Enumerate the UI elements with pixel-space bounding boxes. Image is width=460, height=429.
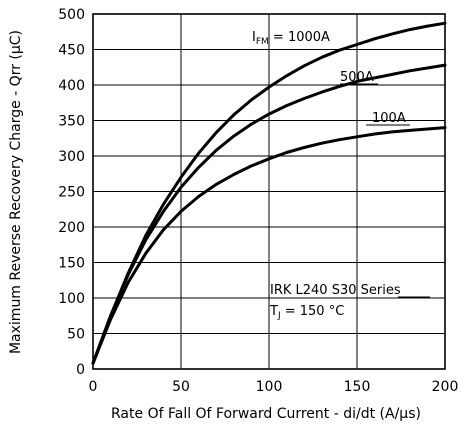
y-tick-label: 300 [58,149,85,165]
curve-label-500a: 500A [340,70,374,85]
x-tick-label: 150 [344,379,371,395]
x-tick-labels: 0 50 100 150 200 [89,379,459,395]
series-line-1000a [91,21,447,365]
x-axis-title: Rate Of Fall Of Forward Current - di/dt … [111,406,421,422]
x-tick-label: 100 [256,379,283,395]
grid-lines [93,14,445,369]
y-tick-label: 200 [58,220,85,236]
y-tick-label: 0 [76,362,85,378]
y-tick-labels: 0 50 100 150 200 250 300 350 400 450 500 [58,7,85,378]
curve-label-1000a: IFM = 1000A [252,30,330,47]
x-tick-label: 0 [89,379,98,395]
y-tick-label: 100 [58,291,85,307]
series-line-500a [91,63,447,365]
y-tick-label: 450 [58,43,85,59]
series-name-label: IRK L240 S30 Series [270,283,401,298]
y-axis-title: Maximum Reverse Recovery Charge - Qrr (µ… [8,30,24,354]
y-tick-label: 50 [67,327,85,343]
y-tick-label: 350 [58,114,85,130]
series-curves [91,21,447,365]
series-line-100a [91,126,447,365]
y-tick-label: 500 [58,7,85,23]
y-tick-label: 250 [58,185,85,201]
curve-label-100a: 100A [372,111,406,126]
x-tick-label: 50 [172,379,190,395]
y-tick-label: 400 [58,78,85,94]
junction-temp-label: TJ = 150 °C [269,304,344,321]
x-tick-label: 200 [432,379,459,395]
plot-frame [92,13,446,370]
y-tick-label: 150 [58,256,85,272]
